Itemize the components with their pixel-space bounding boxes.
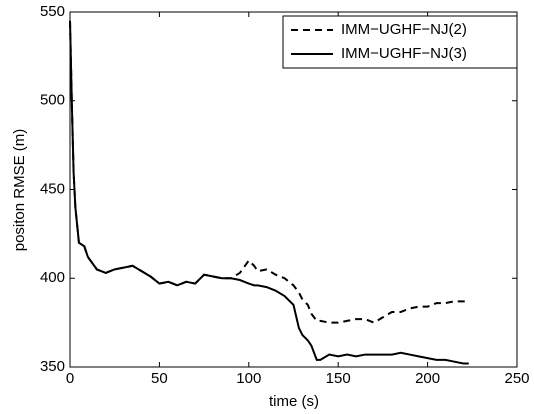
x-tick-label: 250 [504, 370, 529, 387]
x-tick-label: 100 [236, 370, 261, 387]
x-axis-label: time (s) [269, 393, 319, 410]
legend-label: IMM−UGHF−NJ(2) [341, 21, 467, 38]
x-tick-label: 0 [66, 370, 74, 387]
x-tick-label: 200 [415, 370, 440, 387]
x-tick-label: 50 [151, 370, 168, 387]
y-tick-label: 350 [40, 358, 65, 375]
series-line [69, 20, 469, 324]
series-line [69, 20, 469, 365]
legend-label: IMM−UGHF−NJ(3) [341, 45, 467, 62]
legend-box [282, 15, 518, 69]
x-tick-label: 150 [326, 370, 351, 387]
y-tick-label: 400 [40, 269, 65, 286]
y-tick-label: 550 [40, 3, 65, 20]
y-tick-label: 450 [40, 180, 65, 197]
y-tick-label: 500 [40, 92, 65, 109]
y-axis-label: positon RMSE (m) [11, 129, 28, 252]
